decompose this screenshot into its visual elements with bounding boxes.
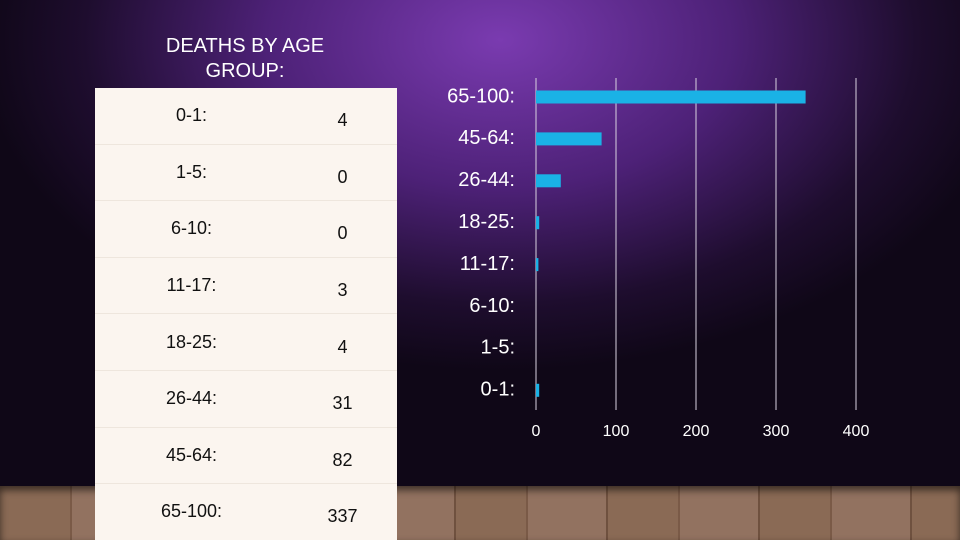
age-group: 65-100: bbox=[95, 483, 288, 540]
table-row: 6-10: 0 bbox=[95, 200, 397, 258]
y-tick-label: 6-10: bbox=[469, 295, 515, 317]
y-tick-label: 18-25: bbox=[458, 211, 515, 233]
death-count: 4 bbox=[288, 88, 397, 145]
data-table: 0-1: 4 1-5: 0 6-10: 0 11-17: 3 18-25: 4 26-44: 31 45… bbox=[95, 88, 397, 540]
y-tick-label: 0-1: bbox=[481, 379, 515, 401]
y-tick-label: 26-44: bbox=[458, 169, 515, 191]
y-tick-label: 65-100: bbox=[447, 85, 515, 107]
x-tick-label: 100 bbox=[603, 423, 630, 440]
table-row: 65-100: 337 bbox=[95, 483, 397, 540]
death-count: 0 bbox=[288, 200, 397, 258]
bar bbox=[536, 383, 540, 397]
x-tick-label: 200 bbox=[683, 423, 710, 440]
death-count: 337 bbox=[288, 483, 397, 540]
bar bbox=[536, 132, 602, 146]
bar bbox=[536, 90, 806, 104]
x-tick-label: 0 bbox=[532, 423, 541, 440]
y-tick-label: 1-5: bbox=[481, 337, 515, 359]
age-group: 6-10: bbox=[95, 200, 288, 258]
table-row: 0-1: 4 bbox=[95, 88, 397, 145]
table-row: 18-25: 4 bbox=[95, 313, 397, 371]
x-tick-label: 300 bbox=[763, 423, 790, 440]
table-row: 11-17: 3 bbox=[95, 257, 397, 315]
age-group: 45-64: bbox=[95, 427, 288, 485]
x-tick-label: 400 bbox=[843, 423, 870, 440]
slide-title: DEATHS BY AGE GROUP: bbox=[165, 35, 325, 82]
table-row: 45-64: 82 bbox=[95, 427, 397, 485]
age-group: 26-44: bbox=[95, 370, 288, 428]
age-group: 18-25: bbox=[95, 313, 288, 371]
table-row: 1-5: 0 bbox=[95, 144, 397, 202]
bar bbox=[536, 258, 539, 272]
age-group: 11-17: bbox=[95, 257, 288, 315]
table-row: 26-44: 31 bbox=[95, 370, 397, 428]
death-count: 82 bbox=[288, 427, 397, 485]
age-group: 1-5: bbox=[95, 144, 288, 202]
bar bbox=[536, 216, 540, 230]
bar bbox=[536, 174, 561, 188]
age-group: 0-1: bbox=[95, 88, 288, 145]
death-count: 4 bbox=[288, 313, 397, 371]
death-count: 0 bbox=[288, 144, 397, 202]
death-count: 31 bbox=[288, 370, 397, 428]
y-tick-label: 45-64: bbox=[458, 127, 515, 149]
death-count: 3 bbox=[288, 257, 397, 315]
y-tick-label: 11-17: bbox=[460, 253, 515, 275]
